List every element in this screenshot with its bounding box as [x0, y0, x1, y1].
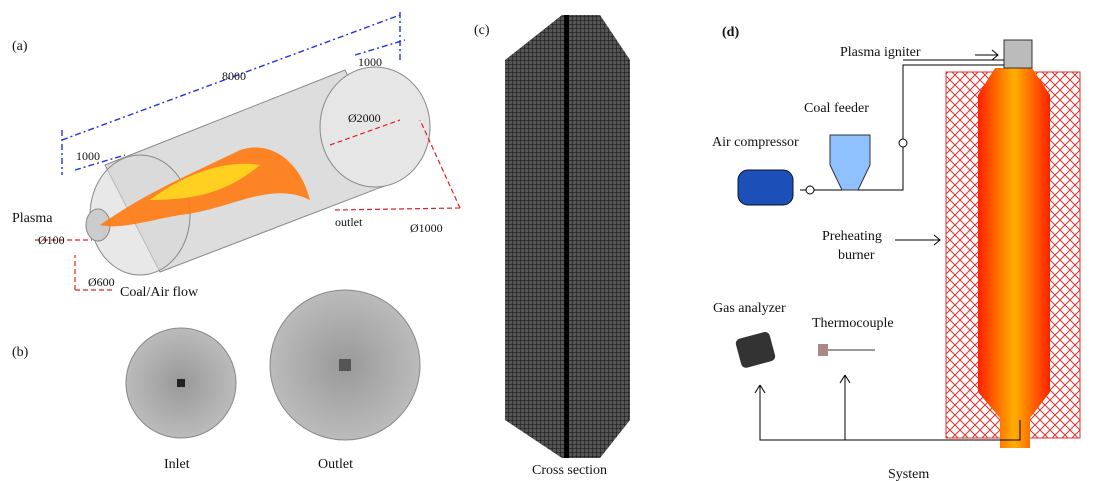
- label: Air compressor: [712, 135, 799, 150]
- label: Plasma igniter: [840, 45, 921, 60]
- label: Gas analyzer: [713, 301, 786, 316]
- label: Coal feeder: [804, 101, 869, 116]
- panel-label: (c): [474, 23, 490, 38]
- label: burner: [838, 248, 875, 263]
- burner: [978, 68, 1050, 448]
- valve: [899, 139, 907, 147]
- inlet-core: [177, 379, 185, 387]
- figure: (a) 8000 1000 Ø2000 1000 Ø1000 Plasma Ø1…: [0, 0, 1093, 481]
- panel-label: (d): [722, 25, 739, 40]
- valve: [806, 186, 814, 194]
- arrow: [895, 235, 940, 245]
- label: Coal/Air flow: [120, 285, 199, 300]
- gas-analyzer: [735, 331, 777, 369]
- dimension: 1000: [358, 55, 382, 69]
- label: Preheating: [822, 229, 882, 244]
- outlet-core: [339, 359, 351, 371]
- dimension: 1000: [76, 149, 100, 163]
- dimension: Ø1000: [410, 221, 443, 235]
- arrow: [975, 50, 998, 60]
- label: outlet: [335, 215, 363, 229]
- panel-label: (a): [12, 39, 28, 54]
- dimension: 8000: [222, 69, 246, 83]
- air-compressor: [738, 170, 793, 205]
- dimension: Ø100: [38, 233, 65, 247]
- dimension: Ø600: [88, 275, 115, 289]
- igniter: [1004, 40, 1032, 68]
- mesh-core: [564, 15, 569, 458]
- label: Thermocouple: [812, 316, 894, 331]
- cylinder: [86, 67, 430, 275]
- caption: Cross section: [532, 463, 607, 478]
- dimension: Ø2000: [348, 111, 381, 125]
- thermocouple-head: [818, 344, 828, 356]
- caption: Inlet: [164, 457, 190, 472]
- label: Plasma: [12, 211, 53, 226]
- caption: Outlet: [318, 457, 353, 472]
- coal-feeder: [830, 135, 870, 190]
- panel-label: (b): [12, 345, 29, 360]
- caption: System: [888, 467, 929, 481]
